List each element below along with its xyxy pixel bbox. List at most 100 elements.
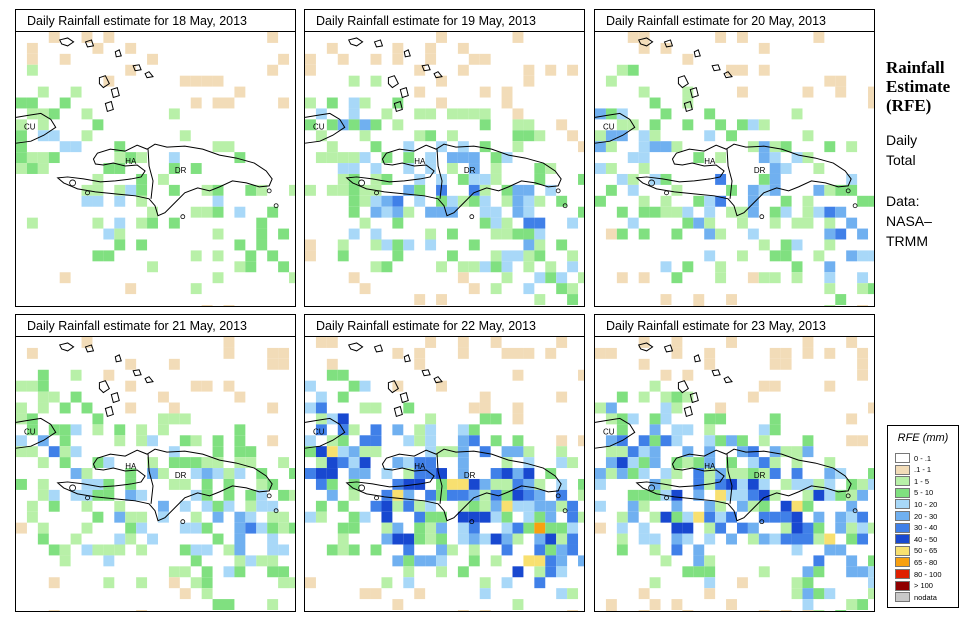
rain-cell — [512, 489, 524, 501]
rain-cell — [835, 294, 847, 306]
rain-cell — [326, 544, 338, 556]
rain-cell — [326, 119, 338, 131]
rain-cell — [392, 500, 404, 512]
rain-cell — [824, 283, 836, 295]
rain-cell — [578, 511, 584, 523]
rain-cell — [425, 511, 437, 523]
rain-cell — [446, 478, 458, 490]
rain-cell — [326, 184, 338, 196]
rain-cell — [780, 522, 792, 534]
rain-cell — [326, 337, 338, 348]
rain-cell — [649, 478, 661, 490]
rain-cell — [223, 337, 235, 348]
rain-cell — [114, 228, 126, 240]
rain-cell — [813, 566, 825, 578]
rain-cell — [223, 380, 235, 392]
rain-cell — [370, 239, 382, 251]
rain-cell — [403, 141, 415, 153]
rain-cell — [479, 391, 491, 403]
rain-cell — [545, 555, 557, 567]
legend-item: 50 - 65 — [895, 545, 937, 556]
rain-cell — [81, 522, 93, 534]
rain-cell — [567, 500, 579, 512]
island-outline — [84, 39, 95, 48]
rain-cell — [479, 53, 491, 65]
rain-cell — [436, 141, 447, 153]
rain-cell — [278, 457, 290, 469]
rain-cell — [457, 511, 469, 523]
rain-cell — [704, 435, 716, 447]
rain-cell — [671, 522, 683, 534]
rain-cell — [682, 119, 694, 131]
panel-title: Daily Rainfall estimate for 18 May, 2013 — [15, 9, 296, 31]
rain-cell — [649, 446, 661, 458]
rain-cell — [616, 424, 628, 436]
island-outline — [711, 64, 721, 72]
rain-cell — [359, 588, 371, 600]
rain-cell — [479, 184, 491, 196]
hispaniola-coastline — [56, 143, 273, 217]
rain-cell — [278, 489, 290, 501]
rain-cell — [715, 522, 727, 534]
rain-cell — [802, 610, 814, 611]
rain-cell — [326, 141, 338, 153]
rain-cell — [234, 522, 246, 534]
rain-cell — [348, 489, 360, 501]
rain-cell — [769, 217, 781, 229]
rain-cell — [567, 217, 579, 229]
rain-cell — [671, 228, 683, 240]
islet-outline — [759, 519, 765, 525]
rain-cell — [501, 457, 513, 469]
legend-label: 40 - 50 — [914, 534, 938, 544]
island-outline — [132, 369, 142, 377]
rain-cell — [802, 522, 814, 534]
rain-cell — [501, 152, 513, 164]
rain-cell — [468, 283, 480, 295]
rain-cell — [802, 195, 814, 207]
rain-cell — [726, 489, 737, 501]
rain-cell — [490, 555, 502, 567]
rain-cell — [501, 261, 513, 273]
rain-cell — [758, 42, 770, 54]
rain-cell — [81, 500, 93, 512]
rain-cell — [157, 391, 169, 403]
rain-cell — [769, 533, 781, 545]
rain-cell — [446, 228, 458, 240]
legend-item: > 100 — [895, 580, 933, 591]
rain-cell — [605, 413, 617, 425]
rain-cell — [769, 141, 781, 153]
rainfall-map-svg: CU HA DR — [595, 32, 874, 306]
rain-cell — [48, 544, 60, 556]
rain-cell — [337, 391, 349, 403]
rain-cell — [267, 358, 279, 370]
rain-cell — [370, 228, 382, 240]
rain-cell — [436, 32, 447, 43]
rain-cell — [758, 489, 770, 501]
rain-cell — [715, 119, 727, 131]
rain-cell — [37, 522, 49, 534]
rain-cell — [824, 305, 836, 306]
rain-cell — [704, 533, 716, 545]
rain-cell — [468, 402, 480, 414]
rain-cell — [436, 555, 447, 567]
rain-cell — [201, 544, 213, 556]
islet-outline — [469, 214, 475, 220]
rain-cell — [567, 610, 579, 611]
rain-cell — [523, 347, 535, 359]
rain-cell — [103, 544, 115, 556]
rain-cell — [813, 555, 825, 567]
rain-cell — [278, 53, 290, 65]
rain-cell — [414, 64, 426, 76]
rain-cell — [846, 489, 858, 501]
rain-cell — [747, 195, 759, 207]
rain-cell — [179, 130, 191, 142]
islet-outline — [555, 188, 561, 194]
rain-cell — [846, 435, 858, 447]
rain-cell — [824, 141, 836, 153]
rain-cell — [534, 272, 546, 284]
rain-cell — [736, 250, 748, 262]
rain-cell — [414, 522, 426, 534]
rain-cell — [791, 261, 803, 273]
rain-cell — [403, 402, 415, 414]
island-outline — [387, 75, 399, 89]
